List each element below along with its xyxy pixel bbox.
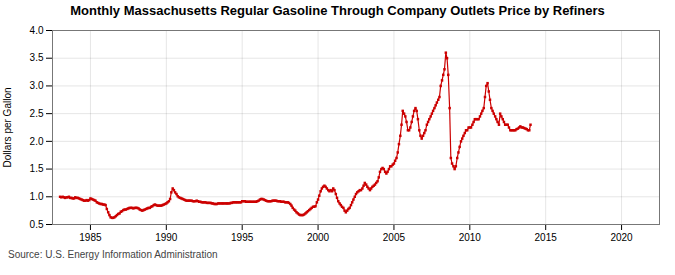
svg-text:2015: 2015: [535, 232, 558, 243]
svg-text:2020: 2020: [610, 232, 633, 243]
html-text:Monthly Massachusetts Regular: Monthly Massachusetts Regular Gasoline T…: [70, 3, 605, 18]
svg-text:2000: 2000: [307, 232, 330, 243]
svg-text:1.0: 1.0: [30, 191, 44, 202]
svg-text:1990: 1990: [155, 232, 178, 243]
svg-text:1.5: 1.5: [30, 163, 44, 174]
svg-text:4.0: 4.0: [30, 25, 44, 36]
svg-text:2005: 2005: [383, 232, 406, 243]
html-text:Source: U.S. Energy Informatio: Source: U.S. Energy Information Administ…: [8, 249, 218, 260]
svg-text:3.5: 3.5: [30, 52, 44, 63]
svg-text:1985: 1985: [79, 232, 102, 243]
svg-text:0.5: 0.5: [30, 219, 44, 230]
svg-text:3.0: 3.0: [30, 80, 44, 91]
svg-text:2.0: 2.0: [30, 136, 44, 147]
svg-text:2.5: 2.5: [30, 108, 44, 119]
svg-text:1995: 1995: [231, 232, 254, 243]
svg-text:Dollars per Gallon: Dollars per Gallon: [2, 87, 13, 167]
svg-text:2010: 2010: [459, 232, 482, 243]
